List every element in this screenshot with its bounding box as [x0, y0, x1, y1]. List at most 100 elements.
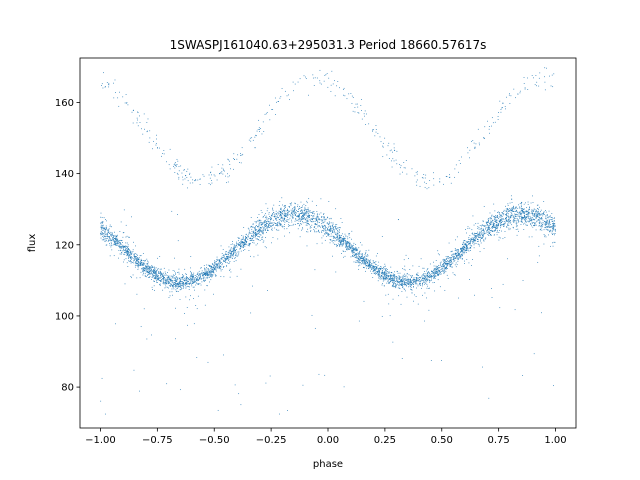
- data-point: [177, 283, 179, 285]
- data-point: [490, 220, 492, 222]
- data-point: [423, 273, 425, 275]
- data-point: [341, 241, 342, 242]
- data-point: [392, 274, 394, 276]
- data-point: [143, 266, 145, 268]
- data-point: [163, 275, 165, 277]
- data-point: [193, 275, 195, 276]
- data-point: [200, 284, 202, 286]
- data-point: [309, 210, 311, 211]
- data-point: [165, 280, 166, 281]
- data-point: [536, 204, 538, 206]
- data-point: [259, 231, 261, 233]
- data-point: [182, 282, 184, 283]
- data-point: [354, 248, 356, 250]
- data-point: [115, 244, 117, 246]
- data-point: [292, 209, 294, 211]
- data-point: [365, 265, 367, 267]
- data-point: [184, 284, 186, 286]
- data-point: [393, 285, 395, 287]
- data-point: [231, 251, 233, 253]
- data-point: [500, 225, 502, 227]
- data-point: [481, 227, 482, 229]
- data-point: [362, 259, 364, 261]
- data-point: [105, 220, 107, 222]
- data-point: [393, 275, 395, 277]
- data-point: [428, 271, 429, 273]
- data-point: [171, 280, 173, 282]
- data-point: [124, 245, 126, 247]
- data-point: [210, 266, 212, 268]
- data-point: [176, 286, 178, 287]
- data-point: [189, 276, 191, 277]
- data-point: [508, 219, 510, 220]
- data-point: [148, 271, 150, 273]
- data-point: [408, 282, 409, 284]
- data-point: [138, 265, 140, 267]
- data-point: [440, 261, 442, 263]
- data-point: [396, 278, 397, 280]
- data-point: [514, 206, 516, 208]
- data-point: [203, 275, 205, 276]
- data-point: [122, 232, 124, 234]
- data-point: [266, 227, 268, 228]
- data-point: [510, 220, 511, 222]
- data-point: [277, 212, 279, 213]
- data-point: [475, 237, 477, 239]
- data-point: [378, 271, 380, 272]
- data-point: [512, 210, 513, 212]
- data-point: [525, 211, 527, 212]
- data-point: [394, 287, 396, 289]
- data-point: [258, 239, 259, 241]
- data-point: [340, 239, 342, 241]
- data-point: [206, 264, 208, 266]
- data-point: [175, 284, 177, 286]
- data-point: [312, 220, 314, 222]
- data-point: [136, 259, 138, 261]
- data-point: [504, 237, 506, 238]
- data-point: [351, 255, 353, 257]
- data-point: [179, 282, 181, 284]
- data-point: [352, 252, 354, 253]
- data-point: [465, 245, 467, 247]
- data-point: [118, 246, 120, 247]
- data-point: [204, 267, 205, 269]
- data-point: [206, 267, 208, 268]
- data-point: [408, 257, 409, 259]
- data-point: [424, 277, 426, 279]
- data-point: [383, 278, 385, 280]
- data-point: [487, 224, 489, 226]
- data-point: [477, 226, 479, 228]
- data-point: [464, 251, 466, 253]
- data-point: [209, 274, 211, 276]
- data-point: [206, 275, 208, 277]
- data-point: [172, 270, 174, 271]
- data-point: [425, 279, 427, 281]
- data-point: [221, 258, 223, 260]
- data-point: [153, 271, 155, 273]
- data-point: [308, 214, 310, 216]
- data-point: [470, 238, 472, 240]
- data-point: [280, 214, 282, 216]
- data-point: [258, 230, 260, 232]
- data-point: [548, 210, 550, 212]
- data-point: [273, 213, 275, 215]
- data-point: [445, 268, 447, 270]
- data-point: [191, 275, 193, 277]
- data-point: [539, 214, 540, 216]
- data-point: [152, 273, 154, 274]
- data-point: [100, 216, 102, 218]
- data-point: [455, 254, 457, 256]
- data-point: [139, 255, 141, 257]
- data-point: [310, 221, 312, 223]
- data-point: [473, 233, 475, 235]
- data-point: [510, 214, 512, 216]
- data-point: [502, 224, 503, 226]
- data-point: [220, 276, 222, 277]
- data-point: [481, 236, 483, 238]
- data-point: [192, 280, 194, 282]
- data-point: [366, 264, 368, 266]
- data-point: [154, 289, 155, 291]
- data-point: [194, 281, 195, 283]
- data-point: [177, 287, 179, 289]
- data-point: [282, 225, 284, 227]
